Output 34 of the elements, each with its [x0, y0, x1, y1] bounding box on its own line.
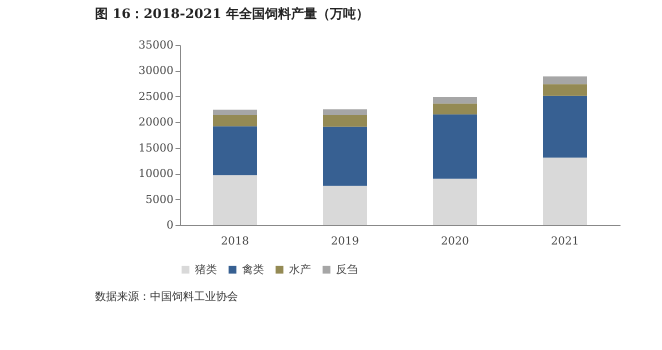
- y-tick-label: 15000: [138, 141, 174, 154]
- bar: [323, 126, 367, 186]
- bar: [543, 76, 587, 84]
- bar: [323, 114, 367, 127]
- bar: [543, 158, 587, 225]
- x-tick-label: 2020: [441, 234, 469, 248]
- bar: [213, 110, 257, 115]
- y-tick-label: 0: [166, 218, 174, 232]
- y-tick-label: 35000: [138, 38, 174, 52]
- bar: [433, 104, 477, 114]
- bar: [543, 96, 587, 158]
- y-tick-label: 5000: [146, 192, 174, 206]
- legend-label: 猪类: [195, 262, 217, 276]
- bar: [543, 84, 587, 96]
- bar: [213, 126, 257, 176]
- x-tick-label: 2019: [331, 234, 359, 248]
- x-tick-label: 2018: [221, 234, 249, 248]
- y-tick-label: 20000: [138, 116, 174, 129]
- y-tick-label: 30000: [138, 64, 174, 78]
- y-tick-label: 25000: [138, 90, 174, 103]
- bar: [433, 178, 477, 225]
- source-note: 数据来源：中国饲料工业协会: [95, 290, 238, 303]
- bar: [433, 114, 477, 179]
- bar: [213, 114, 257, 126]
- chart-title: 图 16：2018-2021 年全国饲料产量（万吨）: [95, 6, 369, 22]
- x-tick-label: 2021: [551, 234, 579, 248]
- y-tick-label: 10000: [138, 167, 174, 180]
- bar: [213, 175, 257, 225]
- legend-label: 反刍: [336, 262, 358, 276]
- bar: [323, 186, 367, 225]
- legend-label: 水产: [289, 262, 311, 276]
- bar: [323, 109, 367, 115]
- legend-label: 禽类: [242, 262, 264, 276]
- bar: [433, 96, 477, 104]
